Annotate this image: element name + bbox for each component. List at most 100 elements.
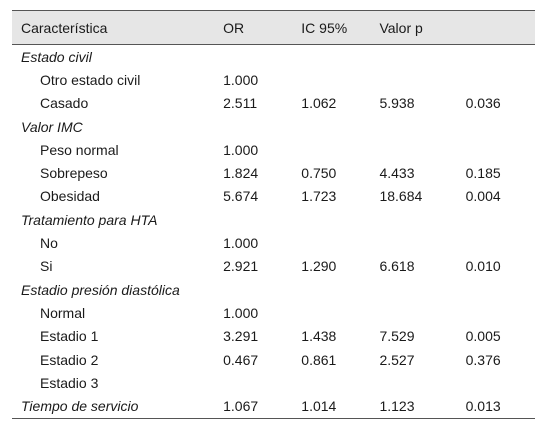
cell-ic-upper <box>379 371 465 394</box>
cell-or <box>223 45 301 69</box>
cell-ic-lower: 1.062 <box>301 95 337 112</box>
cell-or: 1.000 <box>223 235 259 252</box>
cell-or <box>223 278 301 301</box>
cell-or <box>223 371 301 394</box>
cell-ic-lower: 1.438 <box>301 328 337 345</box>
table-row: Si 2.921 1.290 6.618 0.010 <box>12 255 535 278</box>
cell-valor-p <box>466 278 535 301</box>
cell-or: 1.824 <box>223 165 259 182</box>
table-group-row: Estado civil <box>12 45 535 69</box>
table-group-row: Estadio presión diastólica <box>12 278 535 301</box>
cell-ic-lower <box>301 231 379 254</box>
cell-label: Tratamiento para HTA <box>21 211 158 228</box>
cell-valor-p <box>466 231 535 254</box>
cell-ic-upper <box>379 68 465 91</box>
table-group-row: Valor IMC <box>12 115 535 138</box>
cell-or: 3.291 <box>223 328 259 345</box>
cell-or: 1.000 <box>223 304 259 321</box>
cell-label: Estadio 3 <box>40 374 99 391</box>
header-blank <box>465 10 535 45</box>
cell-label: Sobrepeso <box>40 165 108 182</box>
cell-label: Tiempo de servicio <box>12 394 224 419</box>
cell-ic-lower <box>301 115 379 138</box>
header-valor-p: Valor p <box>379 10 466 45</box>
cell-valor-p: 0.004 <box>465 188 501 205</box>
cell-or: 5.674 <box>223 188 259 205</box>
table-row: Estadio 3 <box>12 371 535 394</box>
cell-ic-upper <box>379 301 465 324</box>
header-ic95: IC 95% <box>301 10 380 45</box>
cell-ic-lower: 0.750 <box>301 165 337 182</box>
cell-ic-upper <box>379 208 465 231</box>
cell-valor-p <box>466 68 535 91</box>
cell-ic-upper: 6.618 <box>379 258 415 275</box>
cell-ic-lower: 1.290 <box>301 258 337 275</box>
cell-ic-lower: 1.723 <box>301 188 337 205</box>
odds-ratio-table: Característica OR IC 95% Valor p Estado … <box>12 10 535 419</box>
cell-or <box>223 115 301 138</box>
cell-label: Estadio 2 <box>40 351 99 368</box>
cell-label: Normal <box>40 304 86 321</box>
cell-ic-lower <box>301 68 379 91</box>
cell-valor-p <box>466 208 535 231</box>
cell-or <box>223 208 301 231</box>
table-row: No 1.000 <box>12 231 535 254</box>
table-group-row: Tiempo de servicio 1.067 1.014 1.123 0.013 <box>12 394 535 419</box>
cell-label: Peso normal <box>40 141 119 158</box>
cell-ic-upper: 2.527 <box>379 351 415 368</box>
cell-ic-upper: 18.684 <box>379 188 423 205</box>
cell-or: 1.000 <box>223 71 259 88</box>
results-table-container: Característica OR IC 95% Valor p Estado … <box>12 10 535 419</box>
cell-valor-p <box>466 371 535 394</box>
cell-ic-upper <box>379 138 465 161</box>
cell-valor-p <box>466 138 535 161</box>
cell-valor-p: 0.036 <box>465 95 501 112</box>
table-group-row: Tratamiento para HTA <box>12 208 535 231</box>
cell-valor-p: 0.013 <box>465 394 535 419</box>
cell-ic-upper: 5.938 <box>379 95 415 112</box>
cell-ic-upper: 4.433 <box>379 165 415 182</box>
cell-valor-p: 0.185 <box>465 165 501 182</box>
cell-label: Estado civil <box>21 48 92 65</box>
cell-valor-p: 0.010 <box>465 258 501 275</box>
table-row: Sobrepeso 1.824 0.750 4.433 0.185 <box>12 161 535 184</box>
cell-ic-lower <box>301 301 379 324</box>
cell-ic-upper <box>379 115 465 138</box>
header-row: Característica OR IC 95% Valor p <box>12 10 535 45</box>
cell-label: Estadio presión diastólica <box>21 281 180 298</box>
cell-ic-lower: 0.861 <box>301 351 337 368</box>
cell-ic-upper <box>379 278 465 301</box>
cell-ic-lower <box>301 138 379 161</box>
cell-or: 2.921 <box>223 258 259 275</box>
table-row: Peso normal 1.000 <box>12 138 535 161</box>
table-row: Casado 2.511 1.062 5.938 0.036 <box>12 92 535 115</box>
cell-label: Estadio 1 <box>40 328 99 345</box>
table-row: Estadio 2 0.467 0.861 2.527 0.376 <box>12 348 535 371</box>
cell-ic-lower <box>301 371 379 394</box>
cell-ic-lower <box>301 208 379 231</box>
cell-valor-p: 0.376 <box>465 351 501 368</box>
cell-ic-upper: 1.123 <box>379 394 466 419</box>
cell-label: Valor IMC <box>21 118 83 135</box>
cell-label: Otro estado civil <box>40 71 141 88</box>
cell-valor-p <box>466 45 535 69</box>
cell-ic-upper: 7.529 <box>379 328 415 345</box>
cell-ic-lower: 1.014 <box>301 394 380 419</box>
cell-or: 1.067 <box>223 394 302 419</box>
cell-ic-upper <box>379 45 465 69</box>
cell-or: 1.000 <box>223 141 259 158</box>
cell-valor-p <box>466 301 535 324</box>
table-row: Obesidad 5.674 1.723 18.684 0.004 <box>12 185 535 208</box>
cell-valor-p: 0.005 <box>465 328 501 345</box>
table-header: Característica OR IC 95% Valor p <box>12 10 535 45</box>
cell-or: 0.467 <box>223 351 259 368</box>
table-row: Normal 1.000 <box>12 301 535 324</box>
cell-label: No <box>40 235 58 252</box>
cell-valor-p <box>466 115 535 138</box>
cell-ic-upper <box>379 231 465 254</box>
header-caracteristica: Característica <box>12 10 224 45</box>
cell-label: Obesidad <box>40 188 100 205</box>
table-row: Otro estado civil 1.000 <box>12 68 535 91</box>
header-or: OR <box>223 10 302 45</box>
table-row: Estadio 1 3.291 1.438 7.529 0.005 <box>12 325 535 348</box>
